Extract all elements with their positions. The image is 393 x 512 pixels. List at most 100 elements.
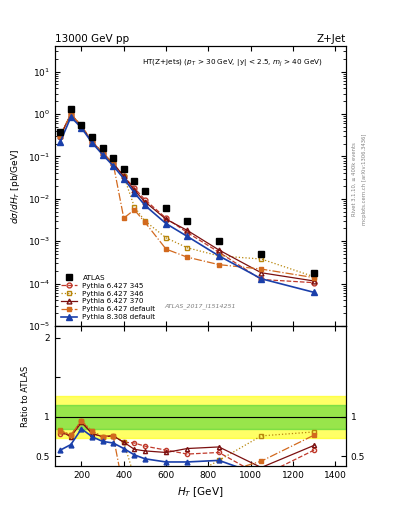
Pythia 8.308 default — [185, 233, 189, 240]
ATLAS — [185, 218, 189, 224]
ATLAS — [143, 188, 147, 195]
Pythia 8.308 default — [121, 176, 126, 182]
Y-axis label: Ratio to ATLAS: Ratio to ATLAS — [21, 366, 30, 426]
Pythia 6.427 default — [312, 274, 316, 281]
Pythia 6.427 346 — [312, 274, 316, 280]
ATLAS — [68, 106, 73, 112]
Pythia 6.427 346 — [100, 150, 105, 156]
Pythia 6.427 default — [111, 160, 116, 166]
Pythia 6.427 346 — [185, 245, 189, 251]
Pythia 6.427 370 — [185, 227, 189, 233]
ATLAS — [121, 166, 126, 172]
Pythia 8.308 default — [164, 221, 169, 227]
Pythia 6.427 345 — [121, 173, 126, 179]
Pythia 6.427 346 — [217, 253, 221, 259]
Pythia 6.427 345 — [58, 133, 62, 139]
Pythia 6.427 370 — [100, 150, 105, 156]
ATLAS — [217, 238, 221, 244]
Pythia 6.427 345 — [259, 276, 264, 283]
Pythia 6.427 346 — [111, 160, 116, 166]
Pythia 6.427 default — [79, 123, 84, 129]
Pythia 6.427 370 — [58, 133, 62, 139]
Pythia 6.427 346 — [164, 235, 169, 241]
Pythia 6.427 345 — [111, 160, 116, 166]
Y-axis label: $d\sigma/dH_T$ [pb/GeV]: $d\sigma/dH_T$ [pb/GeV] — [9, 148, 22, 224]
Pythia 6.427 346 — [121, 173, 126, 179]
ATLAS — [79, 122, 84, 128]
Pythia 6.427 default — [259, 266, 264, 272]
ATLAS — [100, 145, 105, 151]
Pythia 6.427 default — [90, 138, 94, 144]
Line: Pythia 6.427 346: Pythia 6.427 346 — [58, 112, 316, 279]
Pythia 6.427 default — [68, 111, 73, 117]
Pythia 6.427 345 — [143, 197, 147, 203]
Pythia 6.427 346 — [259, 256, 264, 262]
ATLAS — [132, 178, 137, 184]
Pythia 8.308 default — [90, 140, 94, 146]
Pythia 6.427 346 — [68, 111, 73, 117]
ATLAS — [312, 270, 316, 276]
ATLAS — [58, 129, 62, 135]
Pythia 6.427 370 — [259, 270, 264, 276]
Pythia 6.427 346 — [58, 132, 62, 138]
Pythia 6.427 default — [132, 207, 137, 213]
Pythia 6.427 345 — [90, 139, 94, 145]
Pythia 6.427 346 — [132, 204, 137, 210]
Pythia 8.308 default — [79, 125, 84, 131]
Pythia 6.427 default — [58, 133, 62, 139]
Pythia 6.427 default — [143, 219, 147, 225]
Line: ATLAS: ATLAS — [57, 105, 318, 276]
Pythia 6.427 345 — [100, 150, 105, 156]
Pythia 8.308 default — [143, 202, 147, 208]
Line: Pythia 8.308 default: Pythia 8.308 default — [57, 114, 317, 295]
Pythia 6.427 default — [121, 215, 126, 221]
Pythia 6.427 370 — [312, 278, 316, 284]
Pythia 8.308 default — [132, 189, 137, 196]
Bar — [55, 405, 346, 429]
Pythia 6.427 370 — [217, 247, 221, 253]
Pythia 6.427 370 — [79, 123, 84, 130]
Line: Pythia 6.427 default: Pythia 6.427 default — [58, 112, 316, 280]
Pythia 8.308 default — [111, 163, 116, 169]
Pythia 6.427 370 — [111, 160, 116, 166]
Pythia 6.427 345 — [164, 215, 169, 221]
Pythia 6.427 346 — [90, 138, 94, 144]
Pythia 6.427 346 — [79, 123, 84, 129]
Pythia 6.427 default — [100, 150, 105, 156]
Pythia 8.308 default — [58, 139, 62, 145]
Pythia 6.427 345 — [217, 249, 221, 255]
ATLAS — [111, 155, 116, 161]
Pythia 6.427 370 — [143, 199, 147, 205]
Pythia 6.427 default — [164, 246, 169, 252]
X-axis label: $H_T$ [GeV]: $H_T$ [GeV] — [177, 485, 224, 499]
Pythia 8.308 default — [259, 275, 264, 282]
Pythia 6.427 345 — [68, 111, 73, 117]
Pythia 6.427 345 — [79, 123, 84, 129]
Text: mcplots.cern.ch [arXiv:1306.3436]: mcplots.cern.ch [arXiv:1306.3436] — [362, 134, 367, 225]
Pythia 8.308 default — [312, 289, 316, 295]
Pythia 6.427 346 — [143, 218, 147, 224]
Line: Pythia 6.427 345: Pythia 6.427 345 — [58, 112, 316, 285]
Legend: ATLAS, Pythia 6.427 345, Pythia 6.427 346, Pythia 6.427 370, Pythia 6.427 defaul: ATLAS, Pythia 6.427 345, Pythia 6.427 34… — [59, 273, 158, 323]
ATLAS — [90, 134, 94, 140]
Pythia 6.427 345 — [132, 185, 137, 191]
Pythia 6.427 345 — [185, 229, 189, 236]
Pythia 8.308 default — [68, 114, 73, 120]
Text: 13000 GeV pp: 13000 GeV pp — [55, 34, 129, 44]
Pythia 6.427 370 — [90, 139, 94, 145]
Pythia 6.427 370 — [68, 111, 73, 117]
Pythia 6.427 default — [185, 254, 189, 260]
Pythia 8.308 default — [217, 253, 221, 259]
Text: ATLAS_2017_I1514251: ATLAS_2017_I1514251 — [165, 304, 236, 309]
ATLAS — [259, 251, 264, 257]
Text: Rivet 3.1.10, ≥ 400k events: Rivet 3.1.10, ≥ 400k events — [352, 142, 357, 216]
Pythia 6.427 370 — [121, 173, 126, 179]
Text: Z+Jet: Z+Jet — [317, 34, 346, 44]
Pythia 8.308 default — [100, 152, 105, 158]
Bar — [55, 396, 346, 438]
Pythia 6.427 default — [217, 262, 221, 268]
Pythia 6.427 345 — [312, 280, 316, 286]
ATLAS — [164, 205, 169, 211]
Pythia 6.427 370 — [164, 216, 169, 222]
Text: HT(Z+jets) ($p_T$ > 30 GeV, |y| < 2.5, $m_j$ > 40 GeV): HT(Z+jets) ($p_T$ > 30 GeV, |y| < 2.5, $… — [142, 57, 323, 69]
